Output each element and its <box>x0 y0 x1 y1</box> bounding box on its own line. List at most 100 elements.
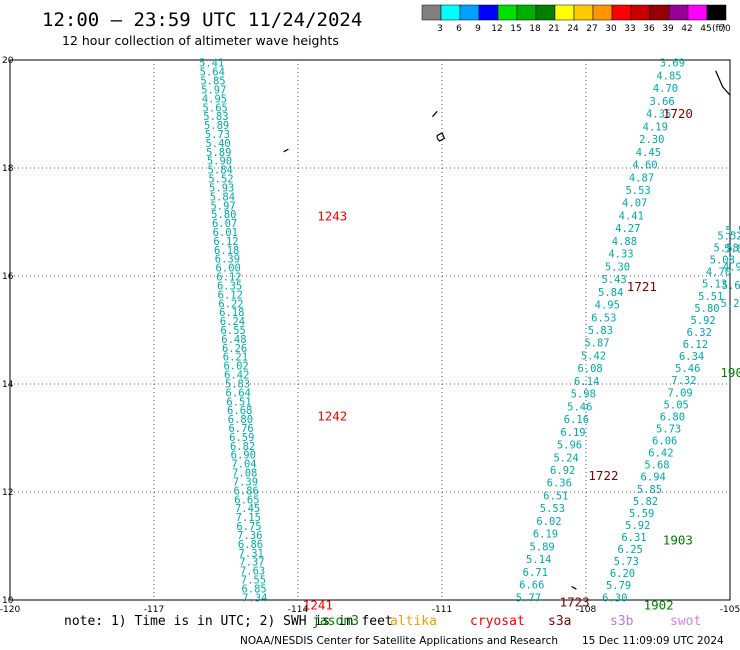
altimeter-track: 3.694.854.703.664.354.192.304.454.604.87… <box>516 58 685 605</box>
colorbar-swatch <box>554 4 575 21</box>
satellite-legend-entry: jason3 <box>312 614 359 629</box>
swh-value: 6.34 <box>679 351 704 363</box>
swh-value: 5.98 <box>571 389 596 401</box>
track-time-label: 1242 <box>317 408 347 423</box>
satellite-legend-entry: s3b <box>610 614 634 629</box>
colorbar-tick-label: 45 <box>700 24 711 34</box>
swh-value: 5.8 <box>724 243 740 255</box>
swh-value: 6.24 <box>220 316 245 328</box>
colorbar-swatch <box>516 4 537 21</box>
swh-value: 6.02 <box>536 516 561 528</box>
swh-value: 5.97 <box>210 200 235 212</box>
colorbar-swatch <box>592 4 613 21</box>
colorbar-tick-label: 6 <box>456 24 462 34</box>
swh-value: 5.89 <box>204 120 229 132</box>
swh-value: 6.12 <box>216 272 241 284</box>
swh-value: 5.85 <box>200 76 225 88</box>
swh-value: 5.90 <box>207 156 232 168</box>
swh-value: 6.36 <box>547 478 572 490</box>
swh-value: 4.70 <box>653 83 678 95</box>
swh-value: 4.41 <box>619 210 644 222</box>
footer-note: note: 1) Time is in UTC; 2) SWH is in fe… <box>64 614 393 629</box>
swh-value: 6.75 <box>236 521 261 533</box>
swh-value: 4.45 <box>636 147 661 159</box>
y-tick-label: 20 <box>2 56 14 66</box>
swh-value: 5.84 <box>598 287 623 299</box>
altimeter-track: 5.5 5.8 4.9 5.6 5.2 <box>721 225 740 310</box>
swh-value: 5.64 <box>200 67 225 79</box>
track-time-label: 1721 <box>627 279 657 294</box>
swh-value: 6.26 <box>222 343 247 355</box>
swh-value: 6.51 <box>226 396 251 408</box>
swh-value: 5.89 <box>529 541 554 553</box>
swh-value: 4.07 <box>622 198 647 210</box>
colorbar-unit: (ft) <box>712 24 726 34</box>
colorbar-tick-label: 18 <box>529 24 541 34</box>
colorbar-swatch <box>649 4 670 21</box>
swh-value: 4.9 <box>723 262 740 274</box>
colorbar-tick-label: 30 <box>605 24 617 34</box>
swh-value: 6.12 <box>213 236 238 248</box>
colorbar-tick-label: 12 <box>491 24 502 34</box>
swh-value: 6.64 <box>226 387 251 399</box>
swh-value: 5.87 <box>584 338 609 350</box>
swh-value: 4.60 <box>632 160 657 172</box>
track-time-label: 1902 <box>644 597 674 612</box>
swh-value: 4.27 <box>615 223 640 235</box>
swh-value: 5.46 <box>567 401 592 413</box>
swh-value: 6.66 <box>519 580 544 592</box>
track-time-label: 1723 <box>560 595 590 610</box>
swh-value: 7.36 <box>237 530 262 542</box>
swh-value: 4.19 <box>643 121 668 133</box>
swh-value: 5.13 <box>702 279 727 291</box>
swh-value: 6.18 <box>219 307 244 319</box>
swh-value: 5.84 <box>208 165 233 177</box>
colorbar-swatch <box>573 4 594 21</box>
swh-value: 4.85 <box>656 70 681 82</box>
swh-value: 7.15 <box>236 512 261 524</box>
swh-value: 6.42 <box>648 448 673 460</box>
swh-value: 6.76 <box>228 423 253 435</box>
track-time-label: 1243 <box>317 209 347 224</box>
x-tick-label: -105 <box>720 605 740 615</box>
swh-value: 4.33 <box>608 249 633 261</box>
swh-value: 7.31 <box>239 548 264 560</box>
swh-value: 7.34 <box>242 592 267 604</box>
swh-value: 6.19 <box>560 427 585 439</box>
swh-value: 6.00 <box>216 263 241 275</box>
y-axis-ticks: 10 12 14 16 18 20 <box>2 56 14 606</box>
swh-value: 6.39 <box>215 254 240 266</box>
x-tick-label: -108 <box>576 605 597 615</box>
swh-value: 5.5 <box>725 225 740 237</box>
colorbar-tick-label: 15 <box>510 24 521 34</box>
colorbar-swatch <box>668 4 689 21</box>
track-time-label: 1241 <box>303 597 333 612</box>
timestamp: 15 Dec 11:09:09 UTC 2024 <box>582 635 724 647</box>
colorbar-swatch <box>421 4 442 21</box>
swh-value: 2.30 <box>639 134 664 146</box>
swh-value: 6.30 <box>602 592 627 604</box>
colorbar-tick-label: 36 <box>643 24 655 34</box>
track-time-label: 1903 <box>663 533 693 548</box>
swh-value: 6.42 <box>224 370 249 382</box>
swh-value: 6.86 <box>234 485 259 497</box>
swh-value: 5.58 <box>714 243 739 255</box>
swh-value: 5.08 <box>710 255 735 267</box>
swh-value: 6.01 <box>213 227 238 239</box>
swh-value: 5.79 <box>606 580 631 592</box>
plot-area: 5.415.645.855.974.955.655.835.895.735.40… <box>9 58 740 612</box>
altimeter-track: 5.415.645.855.974.955.655.835.895.735.40… <box>199 58 267 605</box>
colorbar: 3 6 9 12 15 18 21 24 27 30 33 36 39 42 45 70(ft) <box>421 4 731 34</box>
gridlines <box>10 60 730 600</box>
colorbar-swatch <box>478 4 499 21</box>
swh-value: 6.22 <box>218 298 243 310</box>
y-tick-label: 18 <box>2 164 14 174</box>
swh-value: 5.53 <box>540 503 565 515</box>
coastline-segment <box>283 148 289 153</box>
colorbar-swatch <box>706 4 727 21</box>
swh-value: 5.85 <box>637 484 662 496</box>
swh-value: 6.82 <box>230 441 255 453</box>
coastline-segment <box>571 585 577 590</box>
swh-value: 6.68 <box>227 405 252 417</box>
